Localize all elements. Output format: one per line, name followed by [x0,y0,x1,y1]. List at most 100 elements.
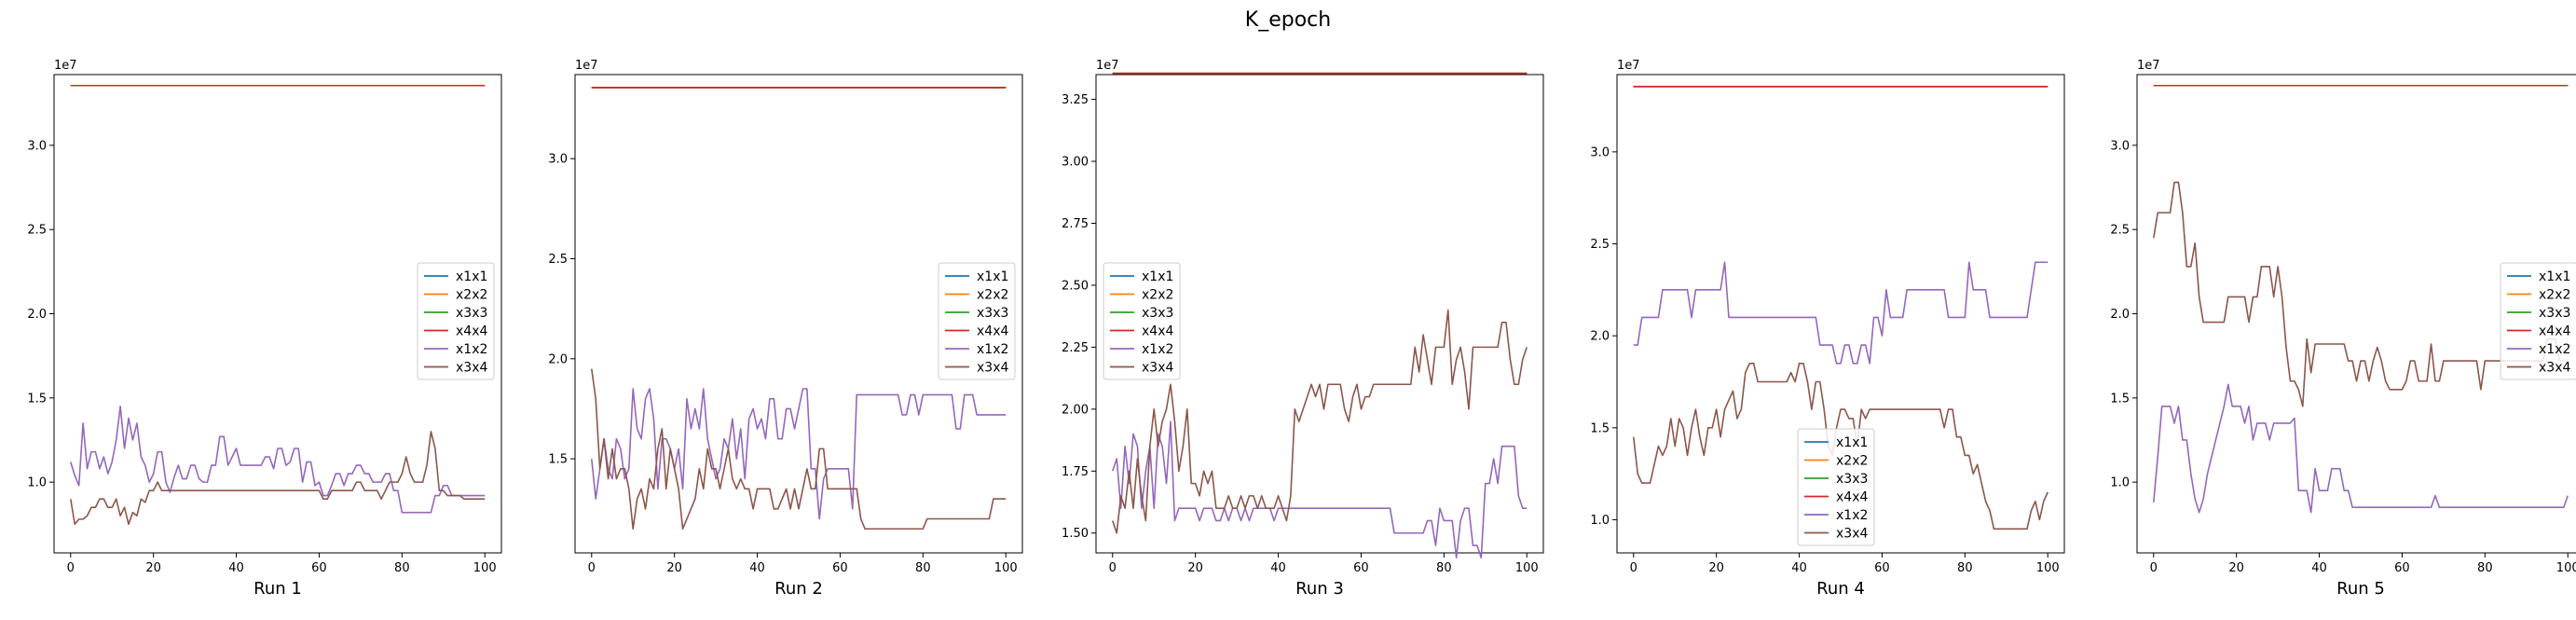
y-tick-label: 3.25 [1062,93,1089,107]
legend-label: x1x1 [2539,269,2570,284]
y-tick-label: 3.0 [2110,139,2130,153]
x-tick-label: 40 [2311,561,2327,575]
legend-label: x2x2 [977,288,1008,303]
legend-label: x3x4 [456,361,487,376]
y-tick-label: 1.50 [1062,527,1089,541]
y-tick-label: 2.0 [27,308,47,322]
legend-label: x2x2 [456,288,487,303]
legend: x1x1 x2x2 x3x3 x4x4 x1x2 x3x4 [2500,262,2576,380]
legend-label: x1x2 [456,342,487,357]
legend-box [1103,262,1181,380]
x-tick-label: 80 [915,561,931,575]
x-tick-label: 80 [394,561,410,575]
x-tick-label: 0 [1630,561,1637,575]
legend-label: x3x3 [977,306,1008,321]
y-offset-label: 1e7 [1617,59,1640,73]
legend-label: x3x4 [1142,361,1173,376]
legend-label: x1x2 [2539,342,2570,357]
series-line-x1x2 [590,388,1007,520]
x-tick-label: 20 [2228,561,2244,575]
x-tick-label: 40 [1270,561,1286,575]
legend-label: x4x4 [1836,490,1868,505]
legend-label: x3x4 [2539,361,2570,376]
x-axis-label: Run 5 [2336,579,2385,599]
x-tick-label: 40 [228,561,244,575]
x-tick-label: 40 [749,561,765,575]
y-tick-label: 1.75 [1062,465,1089,479]
x-tick-label: 40 [1791,561,1807,575]
legend-label: x1x1 [1142,269,1173,284]
x-tick-label: 100 [994,561,1018,575]
figure-title: K_epoch [1245,8,1331,32]
legend-box [1797,428,1875,546]
y-tick-label: 2.5 [27,224,47,238]
legend: x1x1 x2x2 x3x3 x4x4 x1x2 x3x4 [938,262,1016,380]
legend-label: x4x4 [977,324,1008,339]
legend-label: x4x4 [456,324,487,339]
y-tick-label: 2.5 [1590,238,1610,252]
subplot-2: 0 20 40 60 80 100 1.5 2.0 2.5 3.0 1e7 Run 2 x1x1 x2x2… [548,59,1023,599]
y-tick-label: 1.0 [1590,514,1610,528]
series-line-x3x4 [1632,362,2048,530]
legend-box [417,262,495,380]
legend-label: x2x2 [1836,454,1868,469]
legend-label: x1x1 [456,269,487,284]
subplot-3: 0 20 40 60 80 100 1.50 1.75 2.00 2.25 2.50 2.75 3.00… [1062,59,1544,599]
legend-label: x1x2 [977,342,1008,357]
y-tick-label: 1.0 [27,476,47,490]
axes-frame [1095,74,1544,554]
y-tick-label: 1.5 [27,392,47,406]
y-tick-label: 2.0 [1590,330,1610,344]
legend-label: x1x1 [1836,435,1868,450]
legend-label: x4x4 [1142,324,1173,339]
x-tick-label: 80 [1436,561,1452,575]
x-tick-label: 100 [2036,561,2060,575]
legend-label: x1x2 [1142,342,1173,357]
x-tick-label: 20 [666,561,682,575]
x-tick-label: 20 [145,561,161,575]
y-tick-label: 2.5 [548,253,568,267]
series-line-x3x4 [2152,181,2569,407]
x-tick-label: 0 [1109,561,1117,575]
legend-label: x2x2 [1142,288,1173,303]
y-offset-label: 1e7 [54,59,77,73]
legend-label: x3x4 [1836,527,1868,542]
x-axis-label: Run 2 [774,579,823,599]
y-tick-label: 1.5 [2110,392,2130,406]
x-tick-label: 60 [832,561,848,575]
y-tick-label: 1.5 [548,453,568,467]
x-axis-label: Run 3 [1295,579,1344,599]
series-line-x1x2 [1633,261,2048,365]
series-line-x1x2 [2152,383,2569,514]
legend: x1x1 x2x2 x3x3 x4x4 x1x2 x3x4 [1797,428,1875,546]
x-tick-label: 60 [311,561,327,575]
legend: x1x1 x2x2 x3x3 x4x4 x1x2 x3x4 [1103,262,1181,380]
x-tick-label: 0 [588,561,596,575]
series-line-x3x4 [69,431,486,526]
x-tick-label: 60 [2394,561,2410,575]
y-tick-label: 2.0 [548,352,568,366]
x-tick-label: 20 [1187,561,1203,575]
legend-box [938,262,1016,380]
x-axis-label: Run 4 [1816,579,1865,599]
axes-frame [574,74,1023,554]
legend-label: x3x3 [1142,306,1173,321]
x-tick-label: 80 [1957,561,1973,575]
y-tick-label: 2.25 [1062,341,1089,355]
axes-frame [1616,74,2065,554]
series-line-x1x2 [70,406,486,514]
x-tick-label: 0 [2150,561,2158,575]
legend-box [2500,262,2576,380]
y-tick-label: 2.5 [2110,224,2130,238]
x-tick-label: 100 [1515,561,1539,575]
x-tick-label: 80 [2477,561,2493,575]
legend-label: x3x3 [456,306,487,321]
x-axis-label: Run 1 [253,579,302,599]
y-tick-label: 3.0 [27,139,47,153]
series-line-x1x2 [1112,420,1528,559]
y-tick-label: 2.50 [1062,279,1089,293]
